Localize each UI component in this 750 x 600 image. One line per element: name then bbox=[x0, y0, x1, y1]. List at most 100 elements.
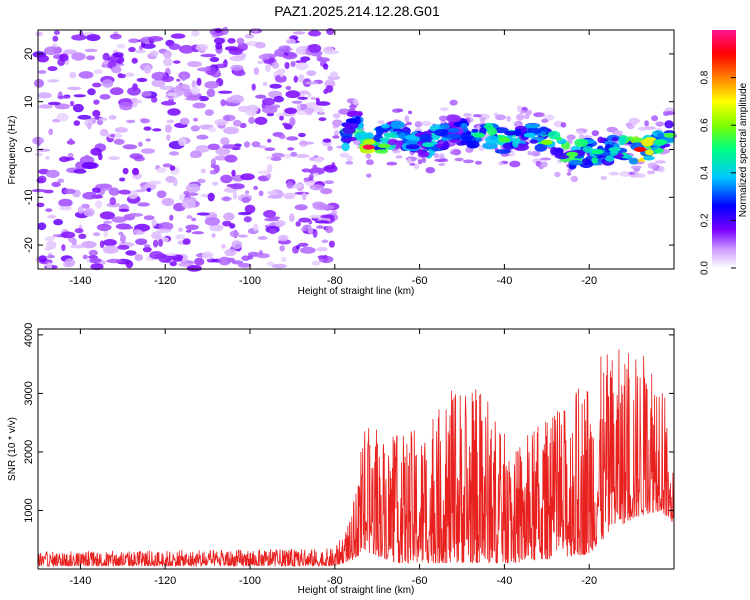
noise-blob bbox=[289, 213, 295, 222]
noise-blob bbox=[86, 55, 96, 61]
signal-blob bbox=[654, 148, 664, 154]
signal-halo bbox=[425, 167, 436, 174]
signal-blob bbox=[398, 132, 406, 139]
noise-blob bbox=[170, 33, 186, 39]
noise-blob bbox=[231, 260, 244, 265]
colorbar-label: Normalized spectral amplitude bbox=[738, 82, 749, 217]
signal-blob bbox=[419, 133, 431, 143]
noise-blob bbox=[287, 147, 295, 151]
noise-blob bbox=[221, 196, 232, 202]
noise-blob bbox=[213, 164, 220, 174]
noise-blob bbox=[67, 86, 82, 91]
noise-blob bbox=[207, 143, 220, 150]
noise-blob bbox=[134, 254, 143, 261]
signal-peak bbox=[663, 132, 676, 138]
noise-blob bbox=[63, 188, 76, 194]
noise-blob bbox=[89, 257, 102, 264]
noise-blob bbox=[306, 70, 317, 76]
noise-blob bbox=[119, 177, 126, 182]
noise-blob bbox=[122, 167, 129, 175]
noise-blob bbox=[258, 250, 263, 256]
spectrogram-y-ticks: -20 -10 0 10 20 bbox=[23, 48, 674, 253]
noise-blob bbox=[127, 87, 141, 96]
noise-blob bbox=[143, 65, 152, 74]
noise-blob bbox=[296, 244, 300, 250]
noise-blob bbox=[108, 156, 121, 161]
signal-halo bbox=[433, 153, 440, 159]
noise-blob bbox=[239, 122, 247, 129]
noise-blob bbox=[292, 31, 306, 35]
signal-blob bbox=[610, 151, 618, 156]
noise-blob bbox=[37, 222, 47, 231]
noise-blob bbox=[318, 106, 324, 114]
noise-blob bbox=[209, 56, 220, 63]
signal-halo bbox=[566, 172, 572, 176]
signal-halo bbox=[474, 160, 482, 165]
noise-blob bbox=[178, 44, 195, 54]
signal-halo bbox=[658, 166, 665, 173]
noise-blob bbox=[222, 114, 236, 122]
signal-halo bbox=[532, 151, 541, 157]
signal-halo bbox=[454, 157, 464, 162]
signal-halo bbox=[654, 160, 667, 164]
noise-blob bbox=[131, 57, 138, 64]
noise-blob bbox=[269, 228, 277, 235]
signal-halo bbox=[408, 110, 413, 115]
noise-blob bbox=[98, 117, 108, 121]
noise-blob bbox=[175, 234, 186, 240]
noise-blob bbox=[57, 178, 65, 183]
noise-blob bbox=[290, 151, 298, 157]
noise-blob bbox=[186, 215, 193, 219]
signal-halo bbox=[349, 104, 357, 109]
signal-halo bbox=[332, 135, 340, 139]
noise-blob bbox=[78, 233, 87, 239]
noise-blob bbox=[284, 62, 290, 69]
signal-blob bbox=[495, 149, 511, 154]
x-tick-label: -40 bbox=[496, 575, 512, 587]
signal-halo bbox=[333, 130, 340, 136]
noise-blob bbox=[150, 50, 159, 57]
noise-blob bbox=[140, 118, 150, 124]
noise-blob bbox=[177, 227, 184, 232]
signal-blob bbox=[446, 133, 461, 139]
noise-blob bbox=[35, 31, 43, 37]
signal-halo bbox=[541, 118, 549, 123]
x-tick-label: -120 bbox=[154, 275, 176, 287]
noise-blob bbox=[169, 261, 177, 267]
signal-halo bbox=[421, 120, 432, 127]
noise-blob bbox=[94, 200, 103, 209]
noise-blob bbox=[61, 244, 66, 252]
colorbar-ticks: 0.0 0.2 0.4 0.6 0.8 bbox=[700, 70, 736, 275]
noise-blob bbox=[128, 46, 136, 53]
noise-blob bbox=[208, 126, 216, 133]
noise-blob bbox=[253, 185, 259, 190]
signal-blob bbox=[439, 123, 451, 129]
noise-blob bbox=[211, 158, 216, 167]
signal-peak bbox=[608, 147, 621, 152]
x-tick-label: -140 bbox=[69, 275, 91, 287]
noise-blob bbox=[214, 118, 228, 126]
signal-halo bbox=[498, 161, 504, 166]
noise-blob bbox=[146, 187, 152, 192]
noise-blob bbox=[285, 38, 296, 44]
noise-blob bbox=[323, 164, 338, 173]
noise-blob bbox=[166, 92, 177, 97]
signal-halo bbox=[625, 122, 633, 127]
noise-blob bbox=[289, 117, 296, 126]
signal-halo bbox=[414, 163, 420, 170]
noise-blob bbox=[111, 65, 122, 74]
signal-blob bbox=[493, 127, 509, 134]
y-tick-label: 2000 bbox=[23, 440, 35, 464]
signal-halo bbox=[540, 157, 552, 161]
signal-blob bbox=[434, 129, 449, 137]
noise-blob bbox=[279, 245, 285, 252]
noise-blob bbox=[218, 90, 233, 94]
noise-blob bbox=[296, 103, 301, 112]
noise-blob bbox=[327, 145, 333, 151]
noise-blob bbox=[87, 122, 92, 130]
noise-blob bbox=[118, 231, 124, 236]
noise-blob bbox=[256, 253, 270, 259]
snr-y-label: SNR (10 * v/v) bbox=[7, 417, 18, 481]
noise-blob bbox=[192, 102, 206, 109]
